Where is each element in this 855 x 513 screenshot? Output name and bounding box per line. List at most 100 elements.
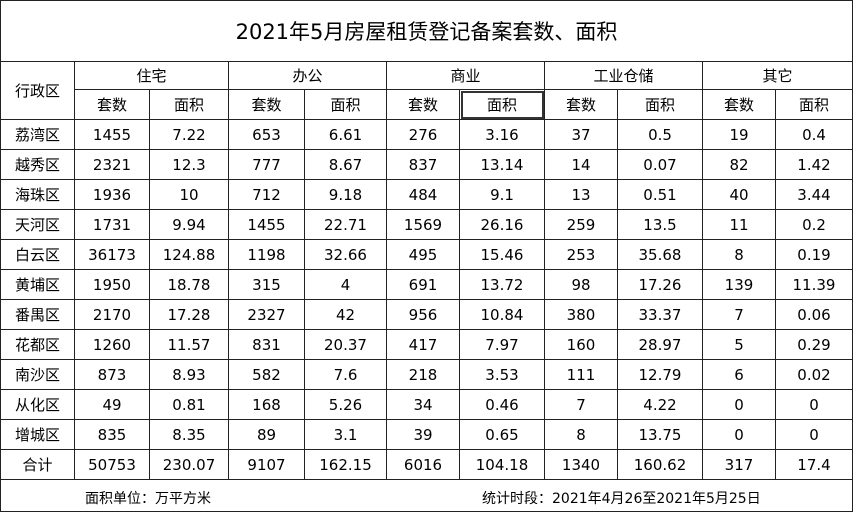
data-cell: 317 xyxy=(703,450,776,480)
row-label: 白云区 xyxy=(0,240,75,270)
row-label: 天河区 xyxy=(0,210,75,240)
data-cell: 230.07 xyxy=(150,450,229,480)
subheader-cell: 面积 xyxy=(305,90,387,120)
subheader-cell: 套数 xyxy=(545,90,618,120)
data-cell: 162.15 xyxy=(305,450,387,480)
data-cell: 17.4 xyxy=(776,450,853,480)
footer-row xyxy=(0,480,853,512)
data-cell: 11 xyxy=(703,210,776,240)
row-label: 合计 xyxy=(0,450,75,480)
data-cell: 0 xyxy=(776,420,853,450)
data-cell: 82 xyxy=(703,150,776,180)
row-label: 荔湾区 xyxy=(0,120,75,150)
data-cell: 484 xyxy=(387,180,460,210)
data-cell: 4.22 xyxy=(618,390,703,420)
header-cell: 工业仓储 xyxy=(545,62,703,90)
data-cell: 104.18 xyxy=(460,450,545,480)
row-label: 从化区 xyxy=(0,390,75,420)
data-cell: 0.81 xyxy=(150,390,229,420)
data-cell: 3.53 xyxy=(460,360,545,390)
data-cell: 139 xyxy=(703,270,776,300)
row-label: 番禺区 xyxy=(0,300,75,330)
data-cell: 0.2 xyxy=(776,210,853,240)
data-cell: 8.93 xyxy=(150,360,229,390)
data-cell: 1455 xyxy=(75,120,150,150)
data-cell: 26.16 xyxy=(460,210,545,240)
data-cell: 160.62 xyxy=(618,450,703,480)
data-cell: 36173 xyxy=(75,240,150,270)
data-cell: 691 xyxy=(387,270,460,300)
subheader-cell: 面积 xyxy=(776,90,853,120)
data-cell: 9.18 xyxy=(305,180,387,210)
data-cell: 33.37 xyxy=(618,300,703,330)
header-cell: 行政区 xyxy=(0,62,75,120)
data-cell: 259 xyxy=(545,210,618,240)
data-cell: 380 xyxy=(545,300,618,330)
data-cell: 831 xyxy=(229,330,305,360)
data-cell: 89 xyxy=(229,420,305,450)
data-cell: 8.35 xyxy=(150,420,229,450)
header-cell: 其它 xyxy=(703,62,853,90)
data-cell: 9107 xyxy=(229,450,305,480)
data-cell: 417 xyxy=(387,330,460,360)
data-cell: 6.61 xyxy=(305,120,387,150)
subheader-cell: 面积 xyxy=(150,90,229,120)
data-cell: 837 xyxy=(387,150,460,180)
row-label: 增城区 xyxy=(0,420,75,450)
data-cell: 0.29 xyxy=(776,330,853,360)
footer-period: 统计时段：2021年4月26至2021年5月25日 xyxy=(482,491,761,507)
header-cell: 商业 xyxy=(387,62,545,90)
data-cell: 5 xyxy=(703,330,776,360)
data-cell: 13 xyxy=(545,180,618,210)
data-cell: 653 xyxy=(229,120,305,150)
data-cell: 3.44 xyxy=(776,180,853,210)
data-cell: 15.46 xyxy=(460,240,545,270)
data-cell: 6016 xyxy=(387,450,460,480)
data-cell: 1260 xyxy=(75,330,150,360)
data-cell: 835 xyxy=(75,420,150,450)
data-cell: 0.65 xyxy=(460,420,545,450)
data-cell: 37 xyxy=(545,120,618,150)
data-cell: 13.72 xyxy=(460,270,545,300)
data-cell: 39 xyxy=(387,420,460,450)
data-cell: 0.51 xyxy=(618,180,703,210)
data-cell: 14 xyxy=(545,150,618,180)
data-cell: 315 xyxy=(229,270,305,300)
data-cell: 17.26 xyxy=(618,270,703,300)
data-cell: 0.06 xyxy=(776,300,853,330)
data-cell: 253 xyxy=(545,240,618,270)
data-cell: 0.02 xyxy=(776,360,853,390)
data-cell: 49 xyxy=(75,390,150,420)
data-cell: 22.71 xyxy=(305,210,387,240)
data-cell: 9.1 xyxy=(460,180,545,210)
row-label: 海珠区 xyxy=(0,180,75,210)
data-cell: 873 xyxy=(75,360,150,390)
data-cell: 98 xyxy=(545,270,618,300)
data-cell: 32.66 xyxy=(305,240,387,270)
data-cell: 7.22 xyxy=(150,120,229,150)
data-cell: 1569 xyxy=(387,210,460,240)
table-title: 2021年5月房屋租赁登记备案套数、面积 xyxy=(0,0,853,62)
data-cell: 8 xyxy=(703,240,776,270)
subheader-cell: 套数 xyxy=(387,90,460,120)
data-cell: 0.19 xyxy=(776,240,853,270)
data-cell: 13.14 xyxy=(460,150,545,180)
data-cell: 5.26 xyxy=(305,390,387,420)
data-cell: 777 xyxy=(229,150,305,180)
header-cell: 住宅 xyxy=(75,62,229,90)
data-cell: 1.42 xyxy=(776,150,853,180)
data-cell: 0.4 xyxy=(776,120,853,150)
data-cell: 13.75 xyxy=(618,420,703,450)
data-cell: 1198 xyxy=(229,240,305,270)
data-cell: 34 xyxy=(387,390,460,420)
data-cell: 9.94 xyxy=(150,210,229,240)
data-cell: 582 xyxy=(229,360,305,390)
data-cell: 218 xyxy=(387,360,460,390)
data-cell: 0.5 xyxy=(618,120,703,150)
data-cell: 168 xyxy=(229,390,305,420)
data-cell: 0 xyxy=(776,390,853,420)
row-label: 南沙区 xyxy=(0,360,75,390)
data-cell: 111 xyxy=(545,360,618,390)
data-cell: 7.6 xyxy=(305,360,387,390)
